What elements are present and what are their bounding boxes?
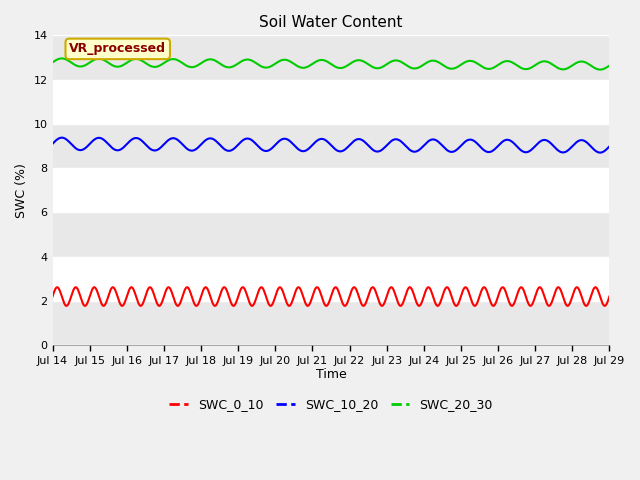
Bar [52, 301, 609, 345]
SWC_20_30 [58, 56, 66, 61]
Bar [52, 80, 609, 124]
Line: SWC_20_30: SWC_20_30 [52, 59, 609, 70]
SWC_20_30 [173, 57, 180, 63]
Bar [52, 213, 609, 257]
SWC_20_30 [236, 60, 243, 66]
SWC_0_10 [540, 291, 547, 297]
X-axis label: Time: Time [316, 369, 346, 382]
Text: VR_processed: VR_processed [69, 42, 166, 55]
SWC_10_20 [236, 141, 243, 146]
SWC_10_20 [58, 135, 66, 141]
SWC_0_10 [605, 294, 613, 300]
SWC_0_10 [159, 296, 167, 301]
SWC_0_10 [49, 294, 56, 300]
SWC_20_30 [159, 60, 167, 66]
Y-axis label: SWC (%): SWC (%) [15, 163, 28, 218]
SWC_0_10 [236, 291, 243, 297]
SWC_20_30 [540, 59, 547, 64]
SWC_0_10 [491, 302, 499, 308]
SWC_10_20 [173, 136, 180, 142]
SWC_0_10 [173, 302, 180, 308]
SWC_10_20 [540, 137, 547, 143]
SWC_20_30 [418, 63, 426, 69]
SWC_10_20 [159, 142, 167, 148]
Bar [52, 36, 609, 80]
SWC_10_20 [605, 144, 613, 149]
SWC_0_10 [53, 284, 61, 290]
SWC_10_20 [418, 145, 426, 151]
SWC_20_30 [491, 64, 499, 70]
SWC_10_20 [596, 150, 604, 156]
Title: Soil Water Content: Soil Water Content [259, 15, 403, 30]
Bar [52, 168, 609, 213]
SWC_20_30 [49, 60, 56, 65]
SWC_20_30 [596, 67, 604, 72]
Legend: SWC_0_10, SWC_10_20, SWC_20_30: SWC_0_10, SWC_10_20, SWC_20_30 [164, 394, 498, 417]
Line: SWC_10_20: SWC_10_20 [52, 138, 609, 153]
Bar [52, 257, 609, 301]
SWC_10_20 [491, 146, 499, 152]
Line: SWC_0_10: SWC_0_10 [52, 287, 609, 306]
SWC_20_30 [605, 63, 613, 69]
SWC_10_20 [49, 141, 56, 147]
SWC_0_10 [418, 300, 426, 305]
Bar [52, 124, 609, 168]
SWC_0_10 [601, 303, 609, 309]
